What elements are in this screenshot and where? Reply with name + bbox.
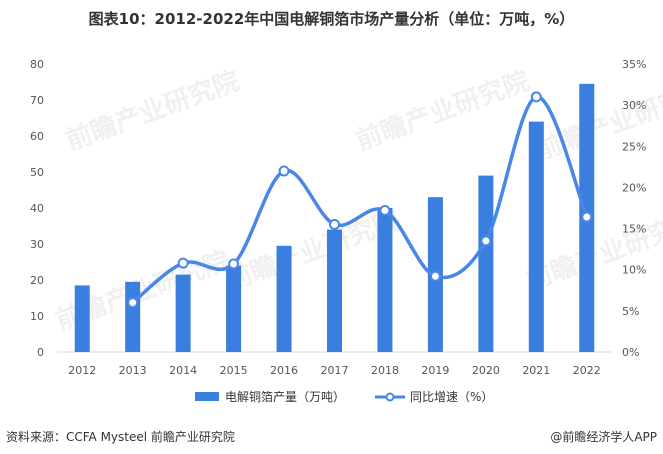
growth-line [130, 95, 589, 305]
bar [377, 208, 393, 352]
y-left-tick-label: 80 [30, 58, 44, 71]
y-left-tick-label: 20 [30, 274, 44, 287]
source-note: 资料来源：CCFA Mysteel 前瞻产业研究院 [6, 430, 235, 444]
y-right-tick-label: 15% [622, 223, 646, 236]
growth-point [329, 218, 340, 230]
growth-point [530, 91, 542, 103]
legend: 电解铜箔产量（万吨） 同比增速（%） [195, 389, 493, 404]
growth-point [127, 297, 139, 309]
x-tick-label: 2016 [270, 364, 298, 377]
y-right-tick-label: 25% [622, 140, 646, 153]
legend-bar-label: 电解铜箔产量（万吨） [225, 389, 345, 404]
y-right-tick-label: 20% [622, 181, 646, 194]
x-tick-label: 2012 [68, 364, 96, 377]
y-left-tick-label: 30 [30, 238, 44, 251]
bar [327, 229, 342, 352]
y-left-tick-label: 10 [30, 310, 44, 323]
x-tick-label: 2017 [321, 364, 349, 377]
y-left-tick-label: 0 [37, 346, 44, 359]
bar [528, 121, 544, 352]
growth-point [177, 257, 189, 269]
x-tick-label: 2013 [119, 364, 147, 377]
bar-series [74, 83, 595, 353]
x-tick-label: 2021 [522, 364, 550, 377]
bar [125, 281, 141, 352]
y-left-tick-label: 40 [30, 202, 44, 215]
growth-point [581, 211, 593, 223]
x-tick-label: 2022 [573, 364, 601, 377]
bar [175, 274, 191, 352]
legend-line-label: 同比增速（%） [410, 390, 493, 404]
bar [74, 285, 90, 352]
x-tick-label: 2018 [371, 364, 399, 377]
y-right-tick-label: 5% [622, 305, 639, 318]
bar [226, 265, 242, 352]
watermark-text: 前瞻产业研究院 [352, 65, 534, 156]
legend-line-marker [385, 392, 395, 402]
bar [478, 175, 494, 352]
watermark-text: 前瞻产业研究院 [222, 205, 404, 296]
x-tick-label: 2015 [220, 364, 248, 377]
line-series [127, 91, 593, 309]
growth-point [480, 235, 492, 247]
x-tick-label: 2020 [472, 364, 500, 377]
axes: 0 10 20 30 40 50 60 70 80 0% 5% 10% 15% 20% 25% 30% 35% 2… [30, 58, 646, 377]
y-right-tick-label: 30% [622, 99, 646, 112]
growth-point [429, 270, 441, 282]
growth-point [278, 165, 290, 177]
y-right-tick-label: 35% [622, 58, 646, 71]
growth-point [228, 258, 240, 270]
watermark-layer: 前瞻产业研究院前瞻产业研究院前瞻产业研究院前瞻产业研究院前瞻产业研究院前瞻产业研… [52, 65, 663, 336]
growth-point [379, 204, 391, 216]
credit-note: @前瞻经济学人APP [550, 430, 657, 444]
x-tick-label: 2019 [421, 364, 449, 377]
y-left-tick-label: 50 [30, 166, 44, 179]
x-tick-label: 2014 [169, 364, 197, 377]
y-left-tick-label: 60 [30, 130, 44, 143]
y-right-tick-label: 0% [622, 346, 639, 359]
y-left-tick-label: 70 [30, 94, 44, 107]
chart-title: 图表10：2012-2022年中国电解铜箔市场产量分析（单位：万吨，%） [88, 10, 575, 28]
legend-bar-swatch [195, 392, 219, 401]
watermark-text: 前瞻产业研究院 [62, 65, 244, 156]
bar [276, 245, 292, 352]
y-right-tick-label: 10% [622, 264, 646, 277]
